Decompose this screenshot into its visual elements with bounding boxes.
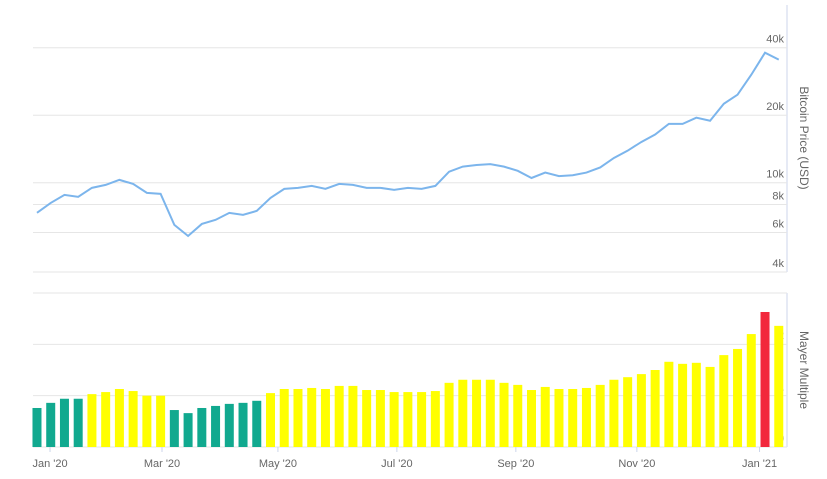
bar bbox=[568, 388, 578, 447]
bar bbox=[101, 392, 111, 447]
bar bbox=[417, 392, 427, 447]
bar bbox=[389, 392, 399, 447]
bar bbox=[774, 325, 784, 447]
bar bbox=[73, 398, 83, 447]
bar bbox=[705, 366, 715, 447]
bar bbox=[320, 388, 330, 447]
bar bbox=[293, 388, 303, 447]
bar bbox=[650, 370, 660, 447]
bar bbox=[581, 387, 591, 447]
bar bbox=[719, 355, 729, 447]
y-tick-label: 6k bbox=[772, 218, 784, 230]
bar bbox=[211, 405, 221, 447]
bar bbox=[499, 382, 509, 447]
bar bbox=[526, 390, 536, 447]
x-tick-label: May '20 bbox=[259, 458, 297, 470]
bar bbox=[540, 386, 550, 447]
bar bbox=[128, 391, 138, 447]
bar bbox=[403, 392, 413, 447]
bar bbox=[609, 379, 619, 447]
bar bbox=[485, 379, 495, 447]
bar bbox=[691, 362, 701, 447]
y-tick-label: 20k bbox=[766, 101, 784, 113]
x-tick-label: Jan '20 bbox=[32, 458, 67, 470]
bar bbox=[375, 390, 385, 447]
bar bbox=[760, 311, 770, 447]
bar bbox=[513, 384, 523, 447]
bar bbox=[59, 398, 69, 447]
bar bbox=[32, 407, 42, 447]
bar bbox=[733, 348, 743, 447]
bar bbox=[183, 413, 193, 447]
bar bbox=[252, 400, 262, 447]
bar bbox=[623, 377, 633, 447]
y-axis-title: Mayer Multiple bbox=[797, 331, 811, 409]
y-tick-label: 10k bbox=[766, 169, 784, 181]
bar bbox=[678, 363, 688, 447]
y-axis-title: Bitcoin Price (USD) bbox=[797, 86, 811, 189]
x-tick-label: Jul '20 bbox=[381, 458, 412, 470]
bar bbox=[156, 395, 166, 447]
bar bbox=[46, 402, 56, 447]
bar bbox=[266, 393, 276, 447]
bar bbox=[472, 379, 482, 447]
bar bbox=[307, 387, 317, 447]
bar bbox=[458, 379, 468, 447]
bar bbox=[348, 385, 358, 447]
bar bbox=[224, 403, 234, 447]
bar bbox=[430, 391, 440, 447]
bar bbox=[197, 407, 207, 447]
y-tick-label: 40k bbox=[766, 34, 784, 46]
bar bbox=[664, 361, 674, 447]
bar bbox=[238, 402, 248, 447]
y-tick-label: 4k bbox=[772, 258, 784, 270]
bar bbox=[362, 390, 372, 447]
x-tick-label: Mar '20 bbox=[144, 458, 180, 470]
bar bbox=[636, 374, 646, 447]
x-tick-label: Nov '20 bbox=[618, 458, 655, 470]
bar bbox=[595, 384, 605, 447]
bar bbox=[554, 388, 564, 447]
bar bbox=[444, 382, 454, 447]
x-tick-label: Sep '20 bbox=[497, 458, 534, 470]
bar bbox=[114, 388, 124, 447]
x-tick-label: Jan '21 bbox=[742, 458, 777, 470]
bar bbox=[87, 394, 97, 447]
price-line bbox=[36, 51, 780, 238]
bar bbox=[334, 385, 344, 447]
bar bbox=[142, 395, 152, 447]
bar bbox=[746, 334, 756, 447]
bar bbox=[279, 388, 289, 447]
y-tick-label: 8k bbox=[772, 190, 784, 202]
bar bbox=[169, 410, 179, 447]
